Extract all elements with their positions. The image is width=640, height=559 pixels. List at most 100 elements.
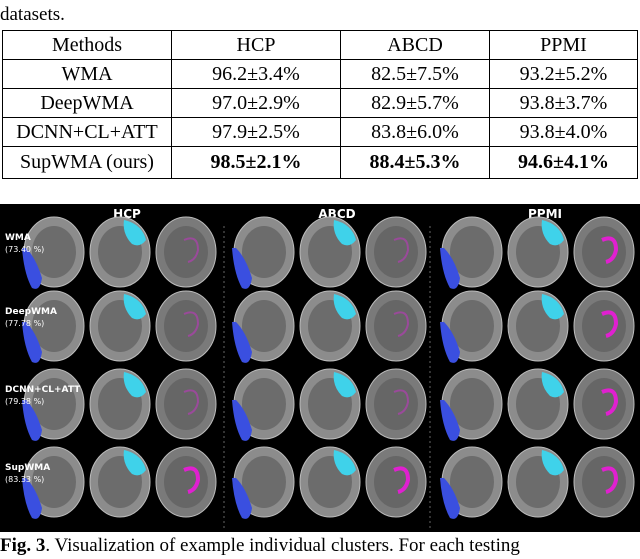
row-score: (77.78 %) xyxy=(5,319,44,328)
cluster-magenta xyxy=(183,311,200,337)
cluster-magenta xyxy=(393,237,410,263)
cluster-cyan xyxy=(333,220,356,246)
cluster-cyan xyxy=(333,294,356,320)
brain-tissue xyxy=(242,300,286,352)
cell: DCNN+CL+ATT xyxy=(2,117,172,147)
cell: 96.2±3.4% xyxy=(171,59,341,89)
cluster-blue xyxy=(440,248,460,289)
cell: 98.5±2.1% xyxy=(171,146,341,179)
cluster-cyan xyxy=(123,294,146,320)
row-method: DCNN+CL+ATT xyxy=(5,385,81,395)
cluster-magenta xyxy=(183,237,200,263)
cluster-magenta xyxy=(393,466,411,494)
brain-tissue xyxy=(450,300,494,352)
row: SupWMA (ours) 98.5±2.1% 88.4±5.3% 94.6±4.1% xyxy=(2,146,638,179)
brain-tissue xyxy=(242,226,286,278)
cluster-blue xyxy=(22,400,42,441)
cluster-cyan xyxy=(541,372,564,398)
brain-tissue xyxy=(582,378,626,430)
brain-tissue xyxy=(374,378,418,430)
cell: WMA xyxy=(2,59,172,89)
brain-tissue xyxy=(242,378,286,430)
cell: 83.8±6.0% xyxy=(340,117,490,147)
cluster-blue xyxy=(22,248,42,289)
cell: DeepWMA xyxy=(2,88,172,118)
cluster-cyan xyxy=(333,450,356,476)
cell: 97.9±2.5% xyxy=(171,117,341,147)
cluster-blue xyxy=(22,478,42,519)
cell: 93.8±3.7% xyxy=(489,88,638,118)
brain-tissue xyxy=(164,456,208,508)
cluster-blue xyxy=(232,400,252,441)
caption-text: . Visualization of example individual cl… xyxy=(45,535,520,556)
cluster-magenta xyxy=(601,236,619,264)
cluster-cyan xyxy=(123,450,146,476)
cluster-cyan xyxy=(541,220,564,246)
brain-tissue xyxy=(582,300,626,352)
cluster-magenta xyxy=(393,389,410,415)
brain-tissue xyxy=(450,378,494,430)
cluster-magenta xyxy=(601,310,619,338)
brain-tissue xyxy=(242,456,286,508)
cluster-blue xyxy=(440,322,460,363)
cluster-cyan xyxy=(541,450,564,476)
cluster-magenta xyxy=(601,388,619,416)
cluster-magenta xyxy=(183,389,200,415)
brain-tissue xyxy=(164,300,208,352)
cluster-magenta xyxy=(183,466,201,494)
cell: 94.6±4.1% xyxy=(489,146,638,179)
header-cell: ABCD xyxy=(340,30,490,60)
cluster-magenta xyxy=(601,466,619,494)
row-method: DeepWMA xyxy=(5,307,57,317)
row-method: SupWMA xyxy=(5,463,50,473)
cluster-blue xyxy=(232,478,252,519)
brain-tissue xyxy=(32,456,76,508)
cluster-blue xyxy=(440,478,460,519)
header-row: Methods HCP ABCD PPMI xyxy=(2,30,638,60)
cluster-blue xyxy=(232,322,252,363)
cluster-blue xyxy=(232,248,252,289)
brain-tissue xyxy=(582,226,626,278)
row: WMA 96.2±3.4% 82.5±7.5% 93.2±5.2% xyxy=(2,59,638,89)
cluster-cyan xyxy=(333,372,356,398)
caption: Fig. 3. Visualization of example individ… xyxy=(0,535,520,557)
cluster-blue xyxy=(440,400,460,441)
cell: 82.5±7.5% xyxy=(340,59,490,89)
brain-tissue xyxy=(32,378,76,430)
cluster-blue xyxy=(22,322,42,363)
header-cell: Methods xyxy=(2,30,172,60)
cell: SupWMA (ours) xyxy=(2,146,172,179)
brain-tissue xyxy=(374,226,418,278)
row-method: WMA xyxy=(5,233,31,243)
cluster-cyan xyxy=(123,372,146,398)
results-table: Methods HCP ABCD PPMI WMA 96.2±3.4% 82.5±7… xyxy=(2,30,638,179)
cell: 93.8±4.0% xyxy=(489,117,638,147)
brain-tissue xyxy=(164,378,208,430)
cluster-magenta xyxy=(393,311,410,337)
cell: 97.0±2.9% xyxy=(171,88,341,118)
brain-tissue xyxy=(164,226,208,278)
intro-text: datasets. xyxy=(0,4,65,25)
row-score: (73.40 %) xyxy=(5,245,44,254)
caption-label: Fig. 3 xyxy=(0,535,46,556)
row-score: (83.33 %) xyxy=(5,475,44,484)
brain-tissue xyxy=(32,300,76,352)
brain-tissue xyxy=(374,300,418,352)
header-cell: PPMI xyxy=(489,30,638,60)
cluster-cyan xyxy=(123,220,146,246)
brain-tissue xyxy=(582,456,626,508)
cell: 88.4±5.3% xyxy=(340,146,490,179)
cell: 82.9±5.7% xyxy=(340,88,490,118)
brain-tissue xyxy=(450,226,494,278)
cell: 93.2±5.2% xyxy=(489,59,638,89)
row: DeepWMA 97.0±2.9% 82.9±5.7% 93.8±3.7% xyxy=(2,88,638,118)
cluster-cyan xyxy=(541,294,564,320)
row: DCNN+CL+ATT 97.9±2.5% 83.8±6.0% 93.8±4.0% xyxy=(2,117,638,147)
brain-tissue xyxy=(450,456,494,508)
header-cell: HCP xyxy=(171,30,341,60)
brain-tissue xyxy=(374,456,418,508)
brain-tissue xyxy=(32,226,76,278)
row-score: (79.38 %) xyxy=(5,397,44,406)
